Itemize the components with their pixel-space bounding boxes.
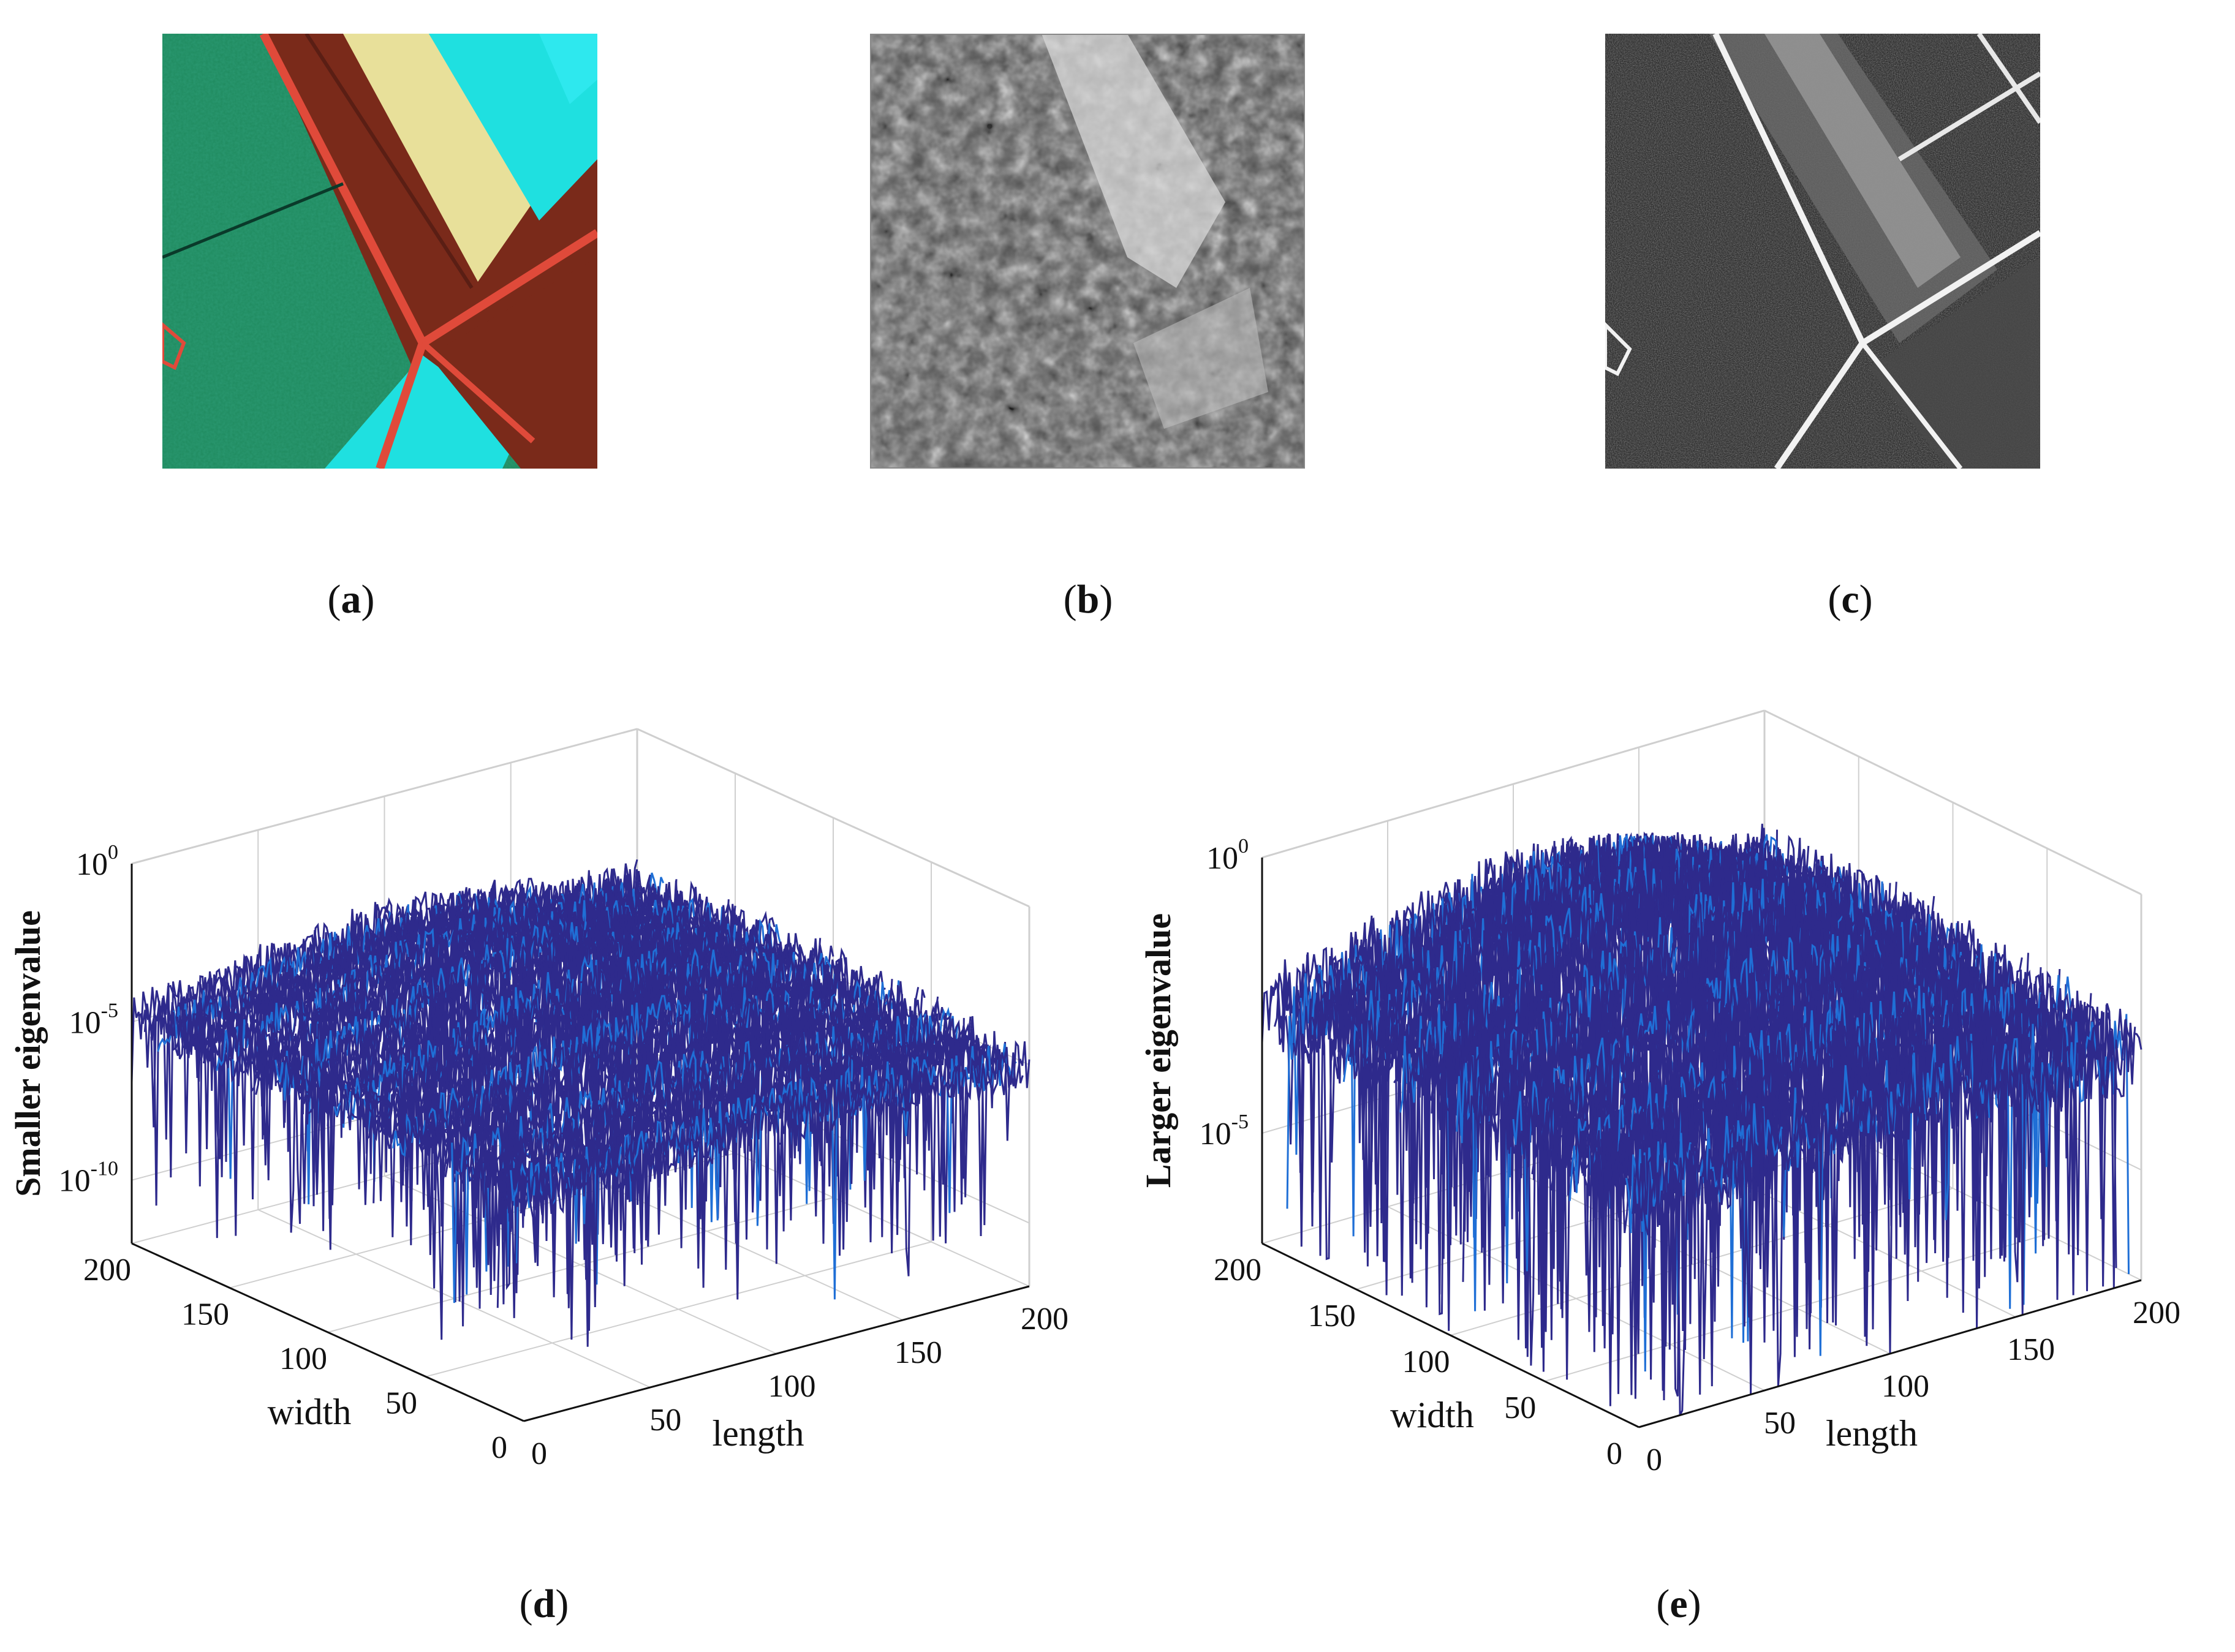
panel-c-image <box>1605 34 2040 469</box>
caption-e: (e) <box>1656 1582 1701 1626</box>
x-axis-title: length <box>1826 1413 1918 1454</box>
y-tick-label: 50 <box>1504 1390 1536 1425</box>
x-tick-label: 0 <box>1646 1443 1662 1477</box>
y-axis-title: width <box>1390 1395 1474 1435</box>
surface-mesh <box>1261 823 2142 1416</box>
x-axis-title: length <box>713 1413 804 1454</box>
y-tick-label: 0 <box>1606 1436 1622 1471</box>
x-tick-label: 150 <box>894 1335 942 1370</box>
surface-line <box>333 947 841 1206</box>
x-tick-label: 0 <box>531 1436 547 1471</box>
y-tick-label: 200 <box>83 1253 131 1288</box>
y-tick-label: 150 <box>181 1297 229 1332</box>
y-tick-label: 200 <box>1214 1253 1261 1288</box>
caption-b: (b) <box>1064 577 1113 622</box>
surface-line <box>510 1043 1017 1300</box>
x-tick-label: 200 <box>2133 1296 2180 1330</box>
y-tick-label: 150 <box>1308 1299 1356 1333</box>
x-tick-label: 150 <box>2007 1332 2055 1367</box>
x-tick-label: 50 <box>1764 1406 1796 1441</box>
surface-line <box>516 1040 1024 1288</box>
caption-d: (d) <box>520 1582 569 1626</box>
axes <box>130 864 1030 1422</box>
panel-e-chart: 0 50 100 150 200 0 50 100 150 200 length width 100 10… <box>1138 709 2180 1477</box>
x-tick-label: 100 <box>1881 1369 1929 1404</box>
y-tick-label: 100 <box>279 1341 327 1376</box>
panel-b-image <box>870 34 1305 469</box>
z-axis-title: Smaller eigenvalue <box>8 910 48 1197</box>
surface-line <box>1606 1005 2111 1357</box>
x-tick-label: 100 <box>768 1369 816 1404</box>
surface-mesh <box>130 859 1031 1347</box>
y-tick-label: 50 <box>385 1386 417 1421</box>
axes <box>1261 858 2142 1428</box>
x-tick-label: 200 <box>1021 1302 1068 1337</box>
z-tick-label: 10-5 <box>1200 1111 1249 1152</box>
caption-a: (a) <box>328 577 375 622</box>
x-tick-label: 50 <box>649 1403 681 1438</box>
panel-d-chart: 0 50 100 150 200 0 50 100 150 200 length width 100 10… <box>8 728 1068 1471</box>
z-tick-label: 100 <box>76 841 118 882</box>
z-axis-title: Larger eigenvalue <box>1138 913 1178 1188</box>
caption-c: (c) <box>1828 577 1872 622</box>
z-tick-label: 10-5 <box>69 999 118 1040</box>
y-tick-label: 0 <box>491 1430 507 1465</box>
surface-line <box>464 1015 972 1331</box>
y-axis-title: width <box>268 1392 352 1432</box>
z-tick-label: 10-10 <box>59 1158 118 1199</box>
z-tick-label: 100 <box>1206 835 1249 876</box>
surface-line <box>524 1041 1031 1308</box>
y-tick-label: 100 <box>1402 1345 1450 1379</box>
panel-a-image <box>162 34 597 469</box>
